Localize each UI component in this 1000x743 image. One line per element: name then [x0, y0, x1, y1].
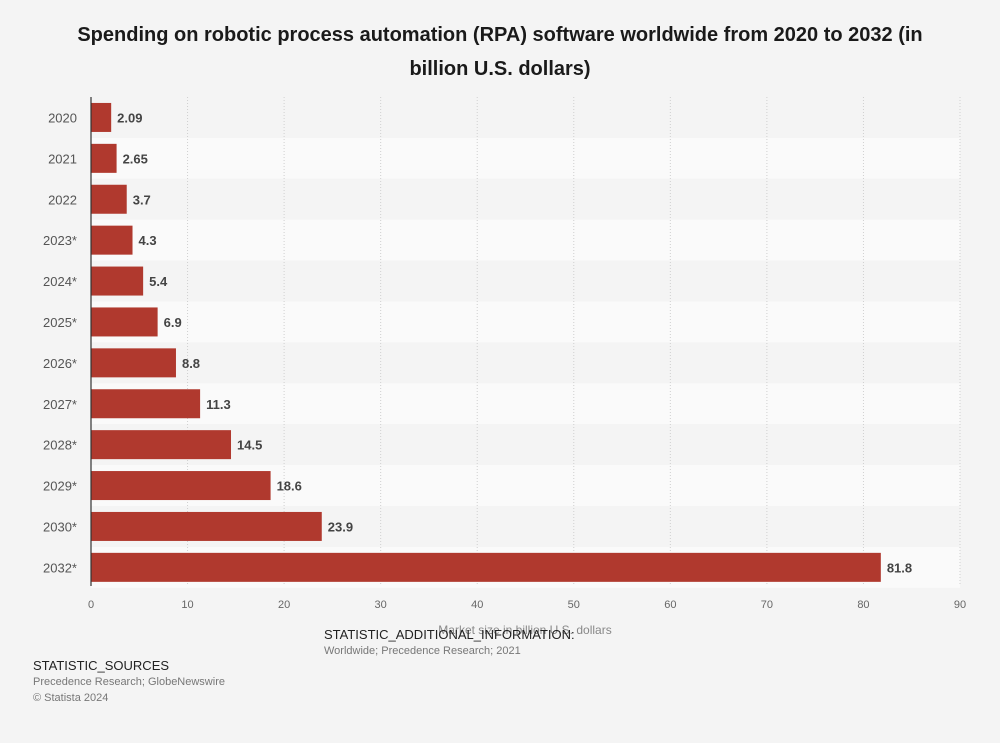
- bar: [91, 102, 112, 132]
- y-tick-label: 2027*: [43, 397, 77, 412]
- row-band: [91, 137, 960, 179]
- row-band: [91, 260, 960, 302]
- data-label: 18.6: [277, 479, 302, 494]
- data-label: 4.3: [139, 233, 157, 248]
- data-label: 23.9: [328, 519, 353, 534]
- row-band: [91, 424, 960, 466]
- x-tick-label: 10: [181, 599, 193, 611]
- y-tick-label: 2029*: [43, 479, 77, 494]
- y-tick-label: 2024*: [43, 274, 77, 289]
- bar: [91, 471, 271, 501]
- data-label: 3.7: [133, 192, 151, 207]
- y-tick-label: 2028*: [43, 438, 77, 453]
- bar: [91, 389, 201, 419]
- x-tick-label: 30: [375, 599, 387, 611]
- row-band: [91, 97, 960, 138]
- x-tick-label: 80: [857, 599, 869, 611]
- copyright-text: © Statista 2024: [33, 692, 109, 704]
- y-tick-label: 2026*: [43, 356, 77, 371]
- data-label: 6.9: [164, 315, 182, 330]
- x-tick-label: 60: [664, 599, 676, 611]
- data-label: 11.3: [206, 397, 231, 412]
- data-label: 5.4: [149, 274, 168, 289]
- bar: [91, 511, 322, 541]
- bar: [91, 184, 127, 214]
- row-band: [91, 383, 960, 425]
- y-tick-label: 2020: [48, 110, 77, 125]
- x-tick-label: 90: [954, 599, 966, 611]
- row-band: [91, 301, 960, 343]
- y-tick-label: 2022: [48, 192, 77, 207]
- x-tick-label: 70: [761, 599, 773, 611]
- row-band: [91, 342, 960, 384]
- row-band: [91, 219, 960, 261]
- y-tick-label: 2021: [48, 151, 77, 166]
- x-axis-title: Market size in billion U.S. dollars: [438, 623, 611, 637]
- sources-value: Precedence Research; GlobeNewswire: [33, 676, 225, 688]
- x-tick-label: 20: [278, 599, 290, 611]
- x-tick-label: 0: [88, 599, 94, 611]
- bar: [91, 266, 144, 296]
- y-tick-label: 2025*: [43, 315, 77, 330]
- bar: [91, 143, 117, 173]
- y-tick-label: 2030*: [43, 519, 77, 534]
- data-label: 8.8: [182, 356, 200, 371]
- data-label: 2.65: [123, 151, 148, 166]
- sources-label: STATISTIC_SOURCES: [33, 658, 170, 673]
- x-tick-label: 40: [471, 599, 483, 611]
- bar: [91, 430, 232, 460]
- data-label: 81.8: [887, 560, 912, 575]
- chart-title: Spending on robotic process automation (…: [77, 24, 923, 80]
- data-label: 2.09: [117, 110, 142, 125]
- bar: [91, 552, 881, 582]
- bar: [91, 225, 133, 255]
- y-tick-label: 2023*: [43, 233, 77, 248]
- row-band: [91, 178, 960, 220]
- additional-info-value: Worldwide; Precedence Research; 2021: [324, 645, 521, 657]
- additional-info-label: STATISTIC_ADDITIONAL_INFORMATION:: [324, 627, 575, 642]
- data-label: 14.5: [237, 438, 262, 453]
- y-tick-label: 2032*: [43, 560, 77, 575]
- bar: [91, 307, 158, 337]
- x-tick-label: 50: [568, 599, 580, 611]
- bar: [91, 348, 176, 378]
